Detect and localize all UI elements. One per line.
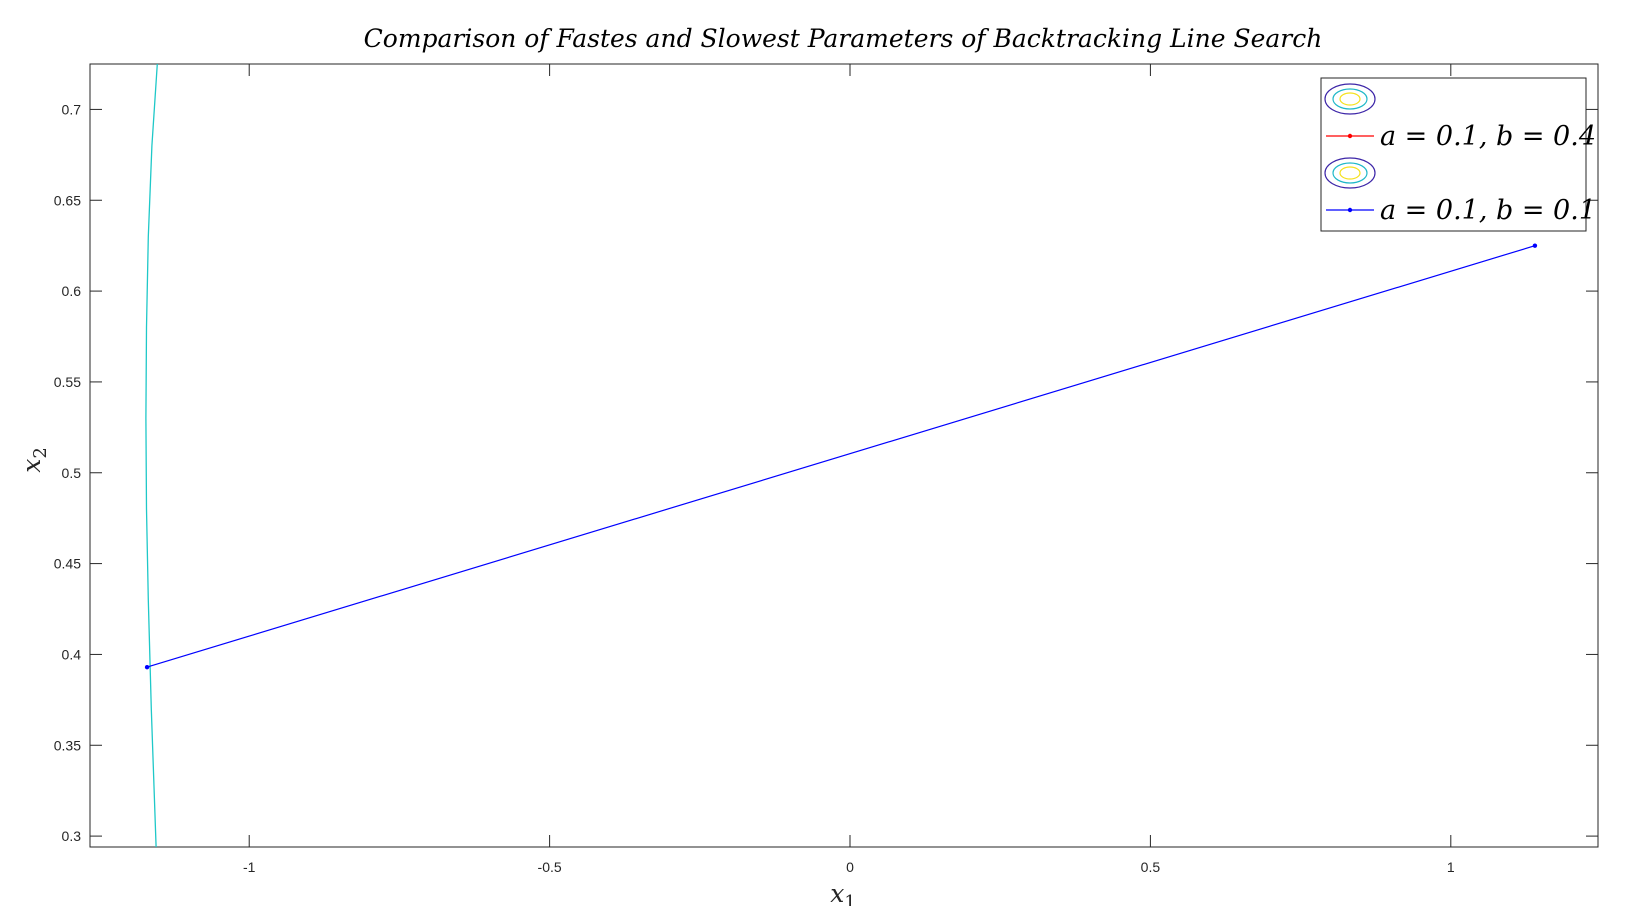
legend-label-2: a = 0.1, b = 0.1 <box>1380 195 1596 226</box>
legend-label-1: a = 0.1, b = 0.4 <box>1380 121 1596 152</box>
legend-dot <box>1347 133 1353 139</box>
y-tick-label: 0.6 <box>62 283 82 299</box>
contour-ring-inner <box>1339 92 1361 106</box>
y-tick-label: 0.45 <box>54 556 81 572</box>
y-tick-label: 0.5 <box>62 465 82 481</box>
legend-dot <box>1347 207 1353 213</box>
legend-contour-icon-2 <box>1324 157 1376 189</box>
legend: a = 0.1, b = 0.4 a = 0.1, b = 0.1 <box>1320 77 1596 232</box>
y-axis-label-base: x <box>17 459 46 473</box>
contour-ring-outer <box>1324 83 1376 115</box>
x-axis-label: x1 <box>830 879 856 906</box>
series-2-point <box>144 664 150 670</box>
y-tick-label: 0.35 <box>54 737 81 753</box>
series-2-point <box>1532 243 1538 248</box>
contour-ring-middle <box>1332 162 1368 184</box>
y-tick-label: 0.65 <box>54 192 81 208</box>
series-line-2 <box>146 245 1536 668</box>
y-axis-ticks: 0.3 0.35 0.4 0.45 0.5 0.55 0.6 0.65 0.7 <box>54 101 1598 844</box>
x-axis-label-base: x <box>830 879 844 906</box>
x-tick-label: 1 <box>1447 859 1455 875</box>
chart-title: Comparison of Fastes and Slowest Paramet… <box>364 24 1323 53</box>
x-tick-label: 0.5 <box>1141 859 1161 875</box>
y-axis-label-subscript: 2 <box>30 447 51 458</box>
legend-contour-icon-1 <box>1324 83 1376 115</box>
x-axis-ticks: -1 -0.5 0 0.5 1 <box>243 64 1455 875</box>
y-tick-label: 0.7 <box>62 101 82 117</box>
legend-line-icon-1 <box>1326 133 1374 139</box>
y-axis-label: x2 <box>17 447 51 473</box>
contour-ring-outer <box>1324 157 1376 189</box>
series-layer <box>144 63 1538 848</box>
contour-line <box>145 63 158 848</box>
y-tick-label: 0.3 <box>62 828 82 844</box>
y-tick-label: 0.55 <box>54 374 81 390</box>
contour-ring-middle <box>1332 88 1368 110</box>
contour-ring-inner <box>1339 166 1361 180</box>
y-tick-label: 0.4 <box>62 646 82 662</box>
x-tick-label: 0 <box>846 859 854 875</box>
legend-line-icon-2 <box>1326 207 1374 213</box>
x-tick-label: -0.5 <box>538 859 562 875</box>
x-tick-label: -1 <box>243 859 256 875</box>
x-axis-label-subscript: 1 <box>844 892 855 906</box>
